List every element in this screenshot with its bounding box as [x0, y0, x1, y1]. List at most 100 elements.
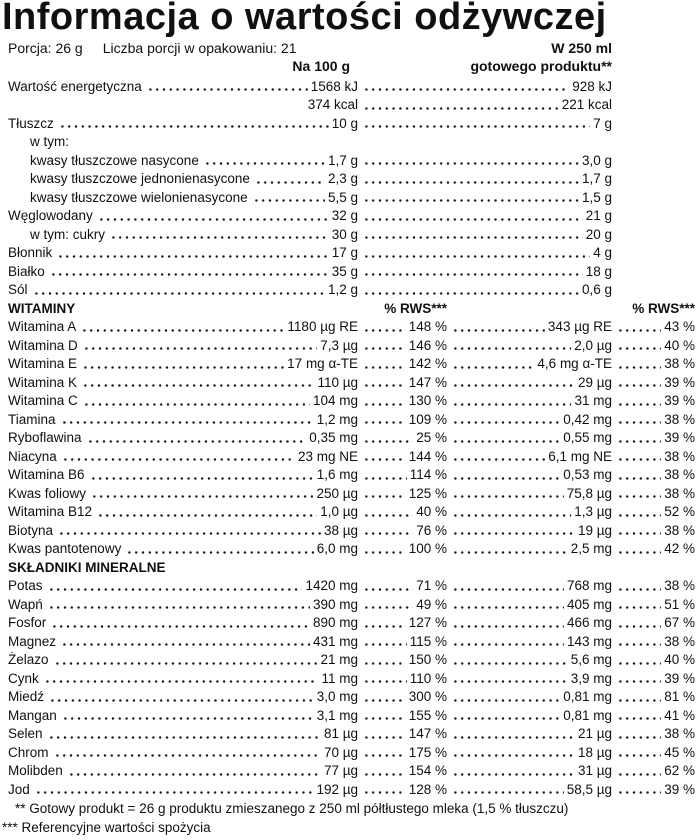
- cell-value-250ml: 29 µg: [447, 373, 612, 392]
- value-per-250ml: 6,1 mg NE: [548, 448, 612, 464]
- spacer-cell: [447, 299, 612, 318]
- dot-leader: [361, 410, 406, 429]
- dot-leader: [615, 373, 662, 392]
- cell-rws-250ml: 39 %: [612, 780, 695, 799]
- row-left-cell: WITAMINY: [8, 299, 358, 318]
- value-per-100g: 1568 kJ: [310, 78, 358, 94]
- table-row: Błonnik 17 g 4 g: [0, 243, 700, 262]
- pct-rws-250ml: 38 %: [664, 522, 695, 538]
- cell-rws-250ml: 38 %: [612, 724, 695, 743]
- cell-value-250ml: 6,1 mg NE: [447, 447, 612, 466]
- dot-leader: [361, 780, 406, 799]
- dot-leader: [87, 465, 314, 484]
- value-per-250ml: 143 mg: [566, 633, 612, 649]
- cell-rws-100g: 49 %: [358, 595, 447, 614]
- dot-leader: [361, 484, 406, 503]
- value-per-100g: 10 g: [331, 115, 358, 131]
- value-per-100g: 30 g: [331, 226, 358, 242]
- cell-value-250ml: 3,9 mg: [447, 669, 612, 688]
- value-per-250ml: 4,6 mg α-TE: [537, 356, 612, 372]
- dot-leader: [450, 336, 572, 355]
- row-left-cell: Biotyna 38 µg: [8, 521, 358, 540]
- value-per-250ml: 7 g: [593, 115, 612, 131]
- dot-leader: [615, 539, 662, 558]
- dot-leader: [361, 317, 406, 336]
- dot-leader: [615, 428, 662, 447]
- dot-leader: [450, 465, 561, 484]
- pct-rws-250ml: 39 %: [664, 374, 695, 390]
- value-per-100g: 70 µg: [323, 744, 358, 760]
- row-label: Wartość energetyczna: [8, 78, 142, 94]
- pct-rws-250ml: 38 %: [664, 578, 695, 594]
- value-per-250ml: 2,0 µg: [574, 337, 612, 353]
- value-per-250ml: 31 mg: [574, 393, 612, 409]
- value-per-100g: 7,3 µg: [320, 337, 358, 353]
- dot-leader: [615, 484, 662, 503]
- dot-leader: [32, 780, 314, 799]
- value-per-100g: 5,5 g: [327, 189, 358, 205]
- pct-rws-100g: 115 %: [409, 633, 447, 649]
- dot-leader: [361, 336, 406, 355]
- row-left-cell: Witamina D 7,3 µg: [8, 336, 358, 355]
- table-row: 374 kcal 221 kcal: [0, 95, 700, 114]
- rws-header-100g: % RWS***: [384, 300, 447, 316]
- table-row: Potas 1420 mg 71 % 768 mg 38 %: [0, 576, 700, 595]
- pct-rws-100g: 146 %: [408, 337, 447, 353]
- dot-leader: [361, 188, 579, 207]
- pct-rws-250ml: 38 %: [664, 726, 695, 742]
- dot-leader: [450, 539, 568, 558]
- value-per-100g: 6,0 mg: [316, 541, 358, 557]
- pct-rws-100g: 130 %: [408, 393, 447, 409]
- dot-leader: [615, 761, 662, 780]
- pct-rws-250ml: 38 %: [664, 356, 695, 372]
- cell-rws-100g: 114 %: [358, 465, 447, 484]
- row-label: Witamina A: [8, 319, 77, 335]
- row-label: Ryboflawina: [8, 430, 82, 446]
- cell-value-250ml: 0,81 mg: [447, 706, 612, 725]
- cell-rws-100g: 142 %: [358, 354, 447, 373]
- cell-rws-100g: 147 %: [358, 724, 447, 743]
- table-row: kwasy tłuszczowe nasycone 1,7 g 3,0 g: [0, 151, 700, 170]
- table-row: Miedź 3,0 mg 300 % 0,81 mg 81 %: [0, 687, 700, 706]
- dot-leader: [450, 317, 545, 336]
- cell-rws-250ml: 39 %: [612, 669, 695, 688]
- row-left-cell: Witamina C 104 mg: [8, 391, 358, 410]
- row-label: Cynk: [8, 670, 39, 686]
- value-per-100g: 192 µg: [316, 781, 358, 797]
- dot-leader: [65, 761, 321, 780]
- table-row: w tym:: [0, 133, 700, 152]
- row-left-cell: Witamina E 17 mg α-TE: [8, 354, 358, 373]
- row-left-cell: Niacyna 23 mg NE: [8, 447, 358, 466]
- cell-rws-100g: 175 %: [358, 743, 447, 762]
- row-label: Witamina D: [8, 337, 78, 353]
- value-per-250ml: 18 g: [585, 263, 612, 279]
- table-row: Witamina A 1180 µg RE 148 % 343 µg RE 43 %: [0, 317, 700, 336]
- pct-rws-100g: 125 %: [408, 485, 447, 501]
- dot-leader: [450, 521, 575, 540]
- cell-rws-250ml: 81 %: [612, 687, 695, 706]
- row-left-cell: Magnez 431 mg: [8, 632, 358, 651]
- dot-leader: [361, 465, 407, 484]
- column-header-row: Na 100 g gotowego produktu**: [0, 57, 700, 75]
- cell-rws-250ml: 38 %: [612, 521, 695, 540]
- row-left-cell: Witamina A 1180 µg RE: [8, 317, 358, 336]
- cell-rws-250ml: 38 %: [612, 410, 695, 429]
- value-per-100g: 17 g: [331, 245, 358, 261]
- table-row: Magnez 431 mg 115 % 143 mg 38 %: [0, 632, 700, 651]
- table-row: Białko 35 g 18 g: [0, 262, 700, 281]
- value-per-100g: 250 µg: [316, 485, 358, 501]
- value-per-250ml: 29 µg: [577, 374, 612, 390]
- dot-leader: [361, 114, 591, 133]
- dot-leader: [615, 336, 662, 355]
- value-per-100g: 1420 mg: [305, 578, 358, 594]
- value-per-100g: 110 µg: [317, 374, 358, 390]
- pct-rws-100g: 100 %: [408, 541, 447, 557]
- row-left-cell: Sól 1,2 g: [8, 280, 358, 299]
- row-left-cell: Jod 192 µg: [8, 780, 358, 799]
- value-per-100g: 1,2 mg: [316, 411, 358, 427]
- dot-leader: [361, 280, 579, 299]
- row-label: Selen: [8, 726, 43, 742]
- cell-rws-100g: 146 %: [358, 336, 447, 355]
- dot-leader: [51, 650, 318, 669]
